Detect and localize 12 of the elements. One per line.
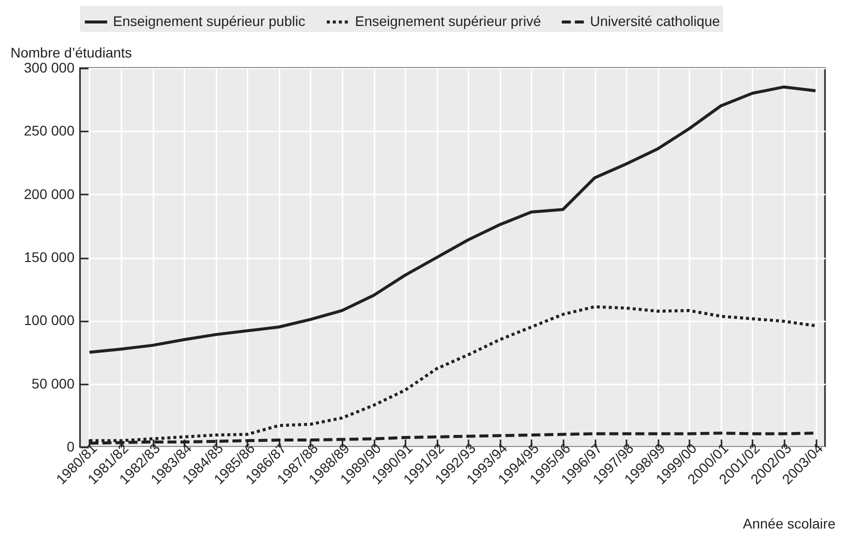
legend-label: Enseignement supérieur privé <box>355 13 542 29</box>
y-tick-label: 250 000 <box>24 122 75 139</box>
line-series <box>88 85 818 354</box>
legend-label: Enseignement supérieur public <box>113 13 306 29</box>
y-tick-label: 300 000 <box>24 60 75 76</box>
y-tick-label: 50 000 <box>32 375 75 392</box>
y-axis-title: Nombre d’étudiants <box>10 44 132 60</box>
y-tick-label: 100 000 <box>24 312 75 328</box>
y-tick-label: 150 000 <box>24 249 75 265</box>
legend-label: Université catholique <box>590 13 720 29</box>
y-tick-label: 200 000 <box>24 186 75 202</box>
x-axis-title: Année scolaire <box>742 516 836 532</box>
